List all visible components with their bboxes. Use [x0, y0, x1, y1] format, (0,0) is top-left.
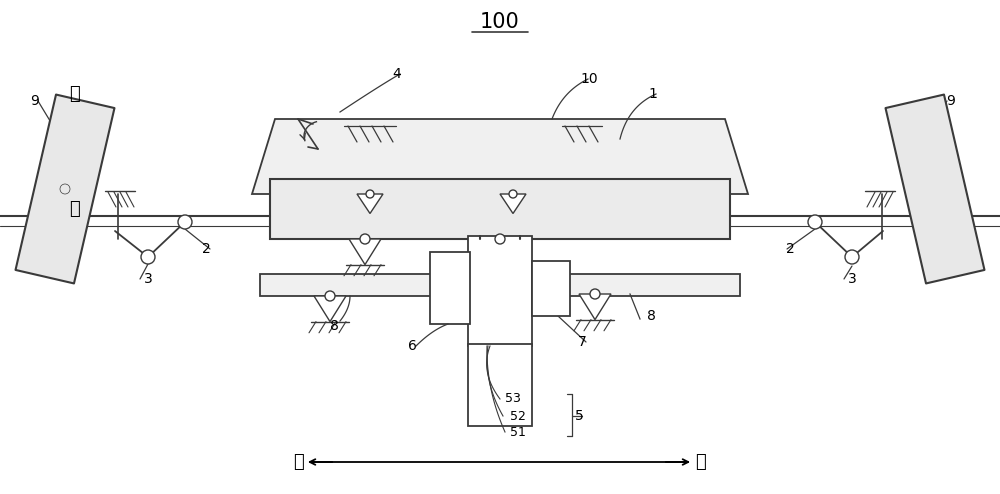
Circle shape — [509, 190, 517, 198]
Circle shape — [141, 250, 155, 264]
Text: 9: 9 — [946, 94, 955, 108]
Circle shape — [808, 215, 822, 229]
Polygon shape — [16, 94, 114, 284]
Text: 2: 2 — [202, 242, 211, 256]
Circle shape — [366, 190, 374, 198]
Text: 10: 10 — [580, 72, 598, 86]
Text: 右: 右 — [695, 453, 705, 471]
Text: 100: 100 — [480, 12, 520, 32]
Circle shape — [360, 234, 370, 244]
Polygon shape — [484, 239, 516, 265]
Text: 1: 1 — [648, 87, 657, 101]
Text: 8: 8 — [330, 319, 339, 333]
Circle shape — [178, 215, 192, 229]
Text: 53: 53 — [505, 393, 521, 406]
Text: 3: 3 — [144, 272, 152, 286]
Text: 3: 3 — [848, 272, 856, 286]
Text: 7: 7 — [578, 335, 587, 349]
Polygon shape — [349, 239, 381, 265]
Circle shape — [590, 289, 600, 299]
Text: 后: 后 — [70, 200, 80, 218]
Bar — [260, 274, 740, 296]
Polygon shape — [314, 296, 346, 322]
Bar — [468, 236, 532, 346]
Polygon shape — [579, 294, 611, 320]
Polygon shape — [886, 94, 984, 284]
Text: 4: 4 — [392, 67, 401, 81]
Text: 6: 6 — [408, 339, 417, 353]
Text: 8: 8 — [647, 309, 656, 323]
Circle shape — [325, 291, 335, 301]
Bar — [270, 179, 730, 239]
Text: 2: 2 — [786, 242, 795, 256]
Bar — [532, 261, 570, 316]
Polygon shape — [357, 194, 383, 213]
Circle shape — [60, 184, 70, 194]
Text: 9: 9 — [30, 94, 39, 108]
Circle shape — [495, 234, 505, 244]
Text: 52: 52 — [510, 410, 526, 422]
Polygon shape — [500, 194, 526, 213]
Bar — [430, 252, 470, 324]
Bar — [468, 344, 532, 426]
Circle shape — [845, 250, 859, 264]
Polygon shape — [252, 119, 748, 194]
Text: 51: 51 — [510, 425, 526, 439]
Text: 5: 5 — [575, 409, 584, 423]
Text: 前: 前 — [70, 85, 80, 103]
Text: 左: 左 — [293, 453, 303, 471]
